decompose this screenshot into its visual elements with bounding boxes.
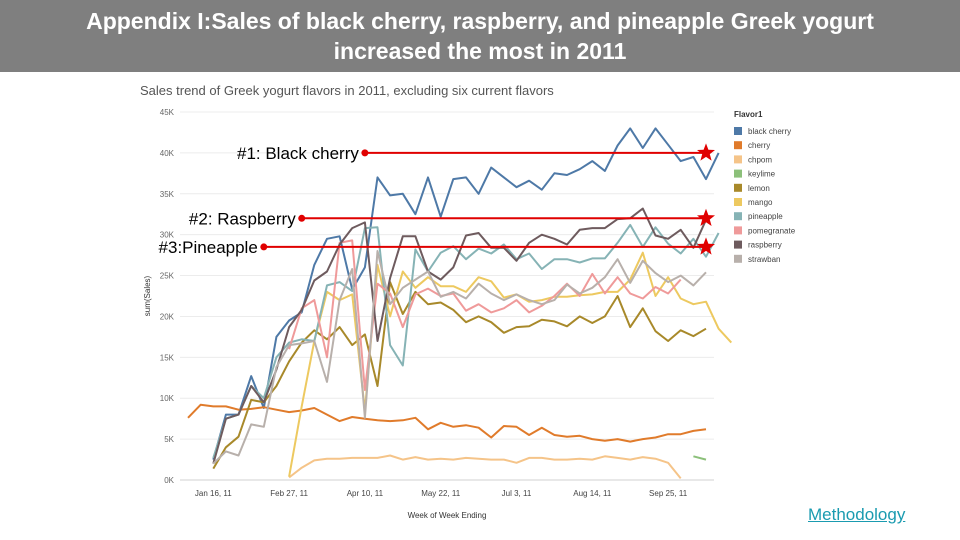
legend-swatch: [734, 169, 742, 178]
x-tick-label: Sep 25, 11: [649, 489, 688, 498]
x-tick-label: Apr 10, 11: [347, 489, 384, 498]
series-line-lemon: [212, 281, 707, 470]
legend-label: raspberry: [748, 241, 782, 250]
series-line-pomegranate: [288, 239, 682, 391]
legend-label: pineapple: [748, 212, 783, 221]
y-tick-label: 30K: [160, 231, 175, 240]
annotation-label: #2: Raspberry: [189, 209, 296, 228]
series-line-keylime: [693, 455, 707, 461]
legend-label: keylime: [748, 170, 776, 179]
sales-line-chart: Sales trend of Greek yogurt flavors in 2…: [140, 83, 796, 520]
legend-swatch: [734, 254, 742, 263]
series-lines: [187, 127, 733, 480]
y-tick-label: 45K: [160, 108, 175, 117]
x-tick-label: May 22, 11: [421, 489, 461, 498]
legend-swatch: [734, 183, 742, 192]
slide-title: Appendix I:Sales of black cherry, raspbe…: [0, 0, 960, 72]
legend-swatch: [734, 212, 742, 221]
chart-title: Sales trend of Greek yogurt flavors in 2…: [140, 83, 554, 98]
y-tick-label: 0K: [164, 476, 174, 485]
legend-swatch: [734, 141, 742, 150]
series-line-black-cherry: [212, 127, 720, 460]
legend-swatch: [734, 127, 742, 135]
annotation-dot: [361, 149, 369, 157]
y-tick-label: 25K: [160, 272, 175, 281]
series-line-pineapple: [212, 223, 720, 459]
legend-swatch: [734, 226, 742, 235]
annotation-dot: [298, 214, 306, 222]
legend-swatch: [734, 155, 742, 164]
annotation-dot: [260, 243, 268, 251]
legend-label: mango: [748, 198, 773, 207]
y-axis-title: sum(Sales): [143, 275, 152, 316]
legend-label: strawban: [748, 255, 780, 264]
legend-swatch: [734, 198, 742, 206]
legend-label: pomegranate: [748, 226, 796, 235]
series-line-chpom: [288, 454, 682, 480]
x-axis-title: Week of Week Ending: [408, 511, 487, 520]
y-tick-label: 35K: [160, 190, 175, 199]
y-tick-label: 20K: [160, 312, 175, 321]
series-line-strawban: [212, 250, 707, 465]
legend-title: Flavor1: [734, 110, 763, 119]
y-tick-label: 10K: [160, 394, 175, 403]
annotation-label: #3:Pineapple: [159, 238, 258, 257]
slide-title-line1: Appendix I:Sales of black cherry, raspbe…: [86, 8, 874, 34]
x-tick-label: Jul 3, 11: [502, 489, 532, 498]
y-tick-label: 15K: [160, 353, 175, 362]
annotation-star: [697, 237, 715, 255]
x-tick-label: Aug 14, 11: [573, 489, 612, 498]
legend-swatch: [734, 240, 742, 249]
y-tick-label: 40K: [160, 149, 175, 158]
annotation-star: [697, 143, 715, 161]
methodology-link[interactable]: Methodology: [808, 505, 906, 524]
annotation-label: #1: Black cherry: [237, 144, 359, 163]
legend-label: black cherry: [748, 127, 791, 136]
y-tick-label: 5K: [164, 435, 174, 444]
x-tick-label: Jan 16, 11: [195, 489, 232, 498]
annotation-star: [697, 208, 715, 226]
legend-label: chpom: [748, 155, 772, 164]
series-line-cherry: [187, 403, 707, 443]
legend-label: lemon: [748, 184, 770, 193]
slide-title-line2: increased the most in 2011: [333, 38, 627, 64]
x-tick-label: Feb 27, 11: [270, 489, 308, 498]
legend-label: cherry: [748, 141, 770, 150]
